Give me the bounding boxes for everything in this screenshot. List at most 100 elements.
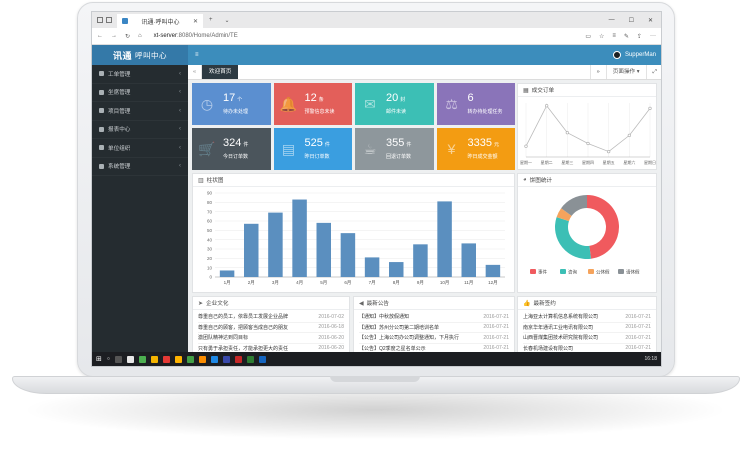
notice-list: 【通知】中秋放假通知 2016-07-21 【通知】苏州分公司第二期培训名单 2016… <box>354 310 514 354</box>
close-tab-icon[interactable]: ✕ <box>192 18 198 25</box>
stat-card[interactable]: 🛒 324 件今日订单数 <box>192 128 271 170</box>
user-menu[interactable]: SupperMan <box>612 51 656 59</box>
stat-card[interactable]: 🔔 12 条预警信息未读 <box>273 83 352 125</box>
taskbar-app-icon[interactable] <box>126 355 134 363</box>
tab-dropdown-icon[interactable]: ⌄ <box>224 17 230 24</box>
list-item[interactable]: 尊重自己的员工，依靠员工发展企业品牌 2016-07-02 <box>198 312 344 323</box>
forward-icon[interactable]: → <box>111 33 117 39</box>
pie-slice[interactable] <box>555 217 592 259</box>
fullscreen-icon[interactable]: ⤢ <box>645 65 661 79</box>
share-icon[interactable]: ⇪ <box>636 33 642 40</box>
list-item[interactable]: 【通知】中秋放假通知 2016-07-21 <box>359 312 509 323</box>
windows-start-icon[interactable]: ⊞ <box>96 356 102 363</box>
bell-icon: 🔔 <box>279 95 298 112</box>
taskbar-app-icon[interactable] <box>186 355 194 363</box>
bar[interactable] <box>485 264 501 277</box>
close-window-icon[interactable]: ✕ <box>647 17 653 24</box>
sidebar-item[interactable]: 报表中心 ‹ <box>92 121 188 139</box>
note-icon[interactable]: ✎ <box>623 33 629 40</box>
bar[interactable] <box>389 262 404 277</box>
stat-card[interactable]: ◷ 17 个待办未处理 <box>192 83 271 125</box>
page-actions-dropdown[interactable]: 页面操作 ▾ <box>605 65 646 79</box>
pie-slice[interactable] <box>561 195 587 216</box>
refresh-icon[interactable]: ↻ <box>125 33 131 40</box>
stat-card[interactable]: ¥3335 元昨日成交金额 <box>436 128 515 170</box>
bar[interactable] <box>244 223 259 277</box>
legend-swatch[interactable] <box>588 269 594 274</box>
sidebar-item[interactable]: 工单管理 ‹ <box>92 65 188 84</box>
stat-card[interactable]: ⚖ 6 转办待处理任务 <box>436 83 515 125</box>
taskbar-app-icon[interactable] <box>222 355 230 363</box>
stat-label: 昨日订单数 <box>304 154 330 160</box>
tab-welcome[interactable]: 欢迎首页 <box>202 65 239 79</box>
bar[interactable] <box>292 199 307 277</box>
taskbar-app-icon[interactable] <box>246 355 254 363</box>
pie-slice[interactable] <box>587 195 620 259</box>
task-view-icon[interactable] <box>114 355 122 363</box>
list-item[interactable]: 山西晋煤集团技术研究院有限公司 2016-07-21 <box>523 333 651 344</box>
taskbar-app-icon[interactable] <box>138 355 146 363</box>
maximize-icon[interactable]: ☐ <box>628 17 634 24</box>
line-point[interactable] <box>545 104 549 108</box>
taskbar-app-icon[interactable] <box>162 355 170 363</box>
list-item[interactable]: 南京华年通讯工业电讯有限公司 2016-07-21 <box>523 323 651 333</box>
search-circle-icon[interactable]: ○ <box>106 356 110 362</box>
line-point[interactable] <box>648 106 652 110</box>
taskbar-app-icon[interactable] <box>258 355 266 363</box>
line-point[interactable] <box>586 141 590 146</box>
taskbar-app-icon[interactable] <box>174 355 182 363</box>
list-item[interactable]: 上海亚太计算机信息系统有限公司 2016-07-21 <box>523 312 651 323</box>
tabs-scroll-left-icon[interactable]: « <box>188 65 202 79</box>
more-icon[interactable]: ··· <box>650 33 656 39</box>
favorite-star-icon[interactable]: ☆ <box>599 33 605 40</box>
reading-view-icon[interactable]: ▭ <box>585 33 592 40</box>
stat-card[interactable]: ▤ 525 件昨日订单数 <box>273 128 352 170</box>
bar[interactable] <box>268 212 283 277</box>
bar[interactable] <box>316 222 332 277</box>
home-icon[interactable]: ⌂ <box>138 33 142 39</box>
pie-chart-icon: ◕ <box>523 177 527 183</box>
line-point[interactable] <box>565 131 569 135</box>
sidebar-item[interactable]: 系统管理 ‹ <box>92 158 188 176</box>
list-item[interactable]: 尊重自己的顾客，把顾客当成自己的朋友 2016-06-18 <box>198 323 344 333</box>
notice-header: ◀ 最新公告 <box>354 297 514 310</box>
stat-card-text: 20 封邮件未读 <box>386 93 406 116</box>
tab-preview-icon[interactable] <box>97 17 103 23</box>
browser-tab[interactable]: 讯通·呼叫中心 ✕ <box>117 14 203 28</box>
sidebar-item[interactable]: 坐席管理 ‹ <box>92 84 188 102</box>
back-icon[interactable]: ← <box>97 33 103 39</box>
line-point[interactable] <box>607 149 611 154</box>
taskbar-app-icon[interactable] <box>210 355 218 363</box>
stat-card[interactable]: ✉ 20 封邮件未读 <box>355 83 434 125</box>
legend-swatch[interactable] <box>560 269 566 274</box>
y-tick-label: 20 <box>207 256 213 261</box>
hub-icon[interactable]: ≡ <box>612 33 616 39</box>
line-point[interactable] <box>524 144 528 148</box>
legend-swatch[interactable] <box>618 269 624 274</box>
line-point[interactable] <box>627 133 631 138</box>
bar[interactable] <box>437 201 452 277</box>
list-item[interactable]: 【公告】上海公司办公司调整通知，下月执行 2016-07-21 <box>359 333 509 344</box>
stat-card[interactable]: ☕ 355 件回退订单数 <box>355 128 434 170</box>
sidebar-item[interactable]: 单位组织 ‹ <box>92 139 188 158</box>
pie-slice[interactable] <box>556 208 572 222</box>
legend-swatch[interactable] <box>530 269 536 274</box>
bar[interactable] <box>364 257 380 277</box>
bar[interactable] <box>219 270 235 277</box>
taskbar-app-icon[interactable] <box>234 355 242 363</box>
tab-stack-icon[interactable] <box>106 17 112 23</box>
minimize-icon[interactable]: — <box>608 16 615 23</box>
bar[interactable] <box>461 243 477 277</box>
new-tab-icon[interactable]: + <box>209 17 213 23</box>
tabs-scroll-right-icon[interactable]: » <box>589 65 606 79</box>
taskbar-app-icon[interactable] <box>198 355 206 363</box>
menu-toggle-icon[interactable]: ≡ <box>195 52 199 58</box>
list-item[interactable]: 激团队精神达到同目标 2016-06-20 <box>198 333 344 344</box>
menu-item-icon <box>99 71 104 77</box>
list-item[interactable]: 【通知】苏州分公司第二期培训名单 2016-07-21 <box>359 323 509 333</box>
url-field[interactable]: xt-server:8080/Home/Admin/TE <box>150 33 578 39</box>
bar[interactable] <box>340 233 356 277</box>
sidebar-item[interactable]: 项目管理 ‹ <box>92 102 188 121</box>
taskbar-folder-icon[interactable] <box>150 355 158 363</box>
bar[interactable] <box>413 244 428 277</box>
